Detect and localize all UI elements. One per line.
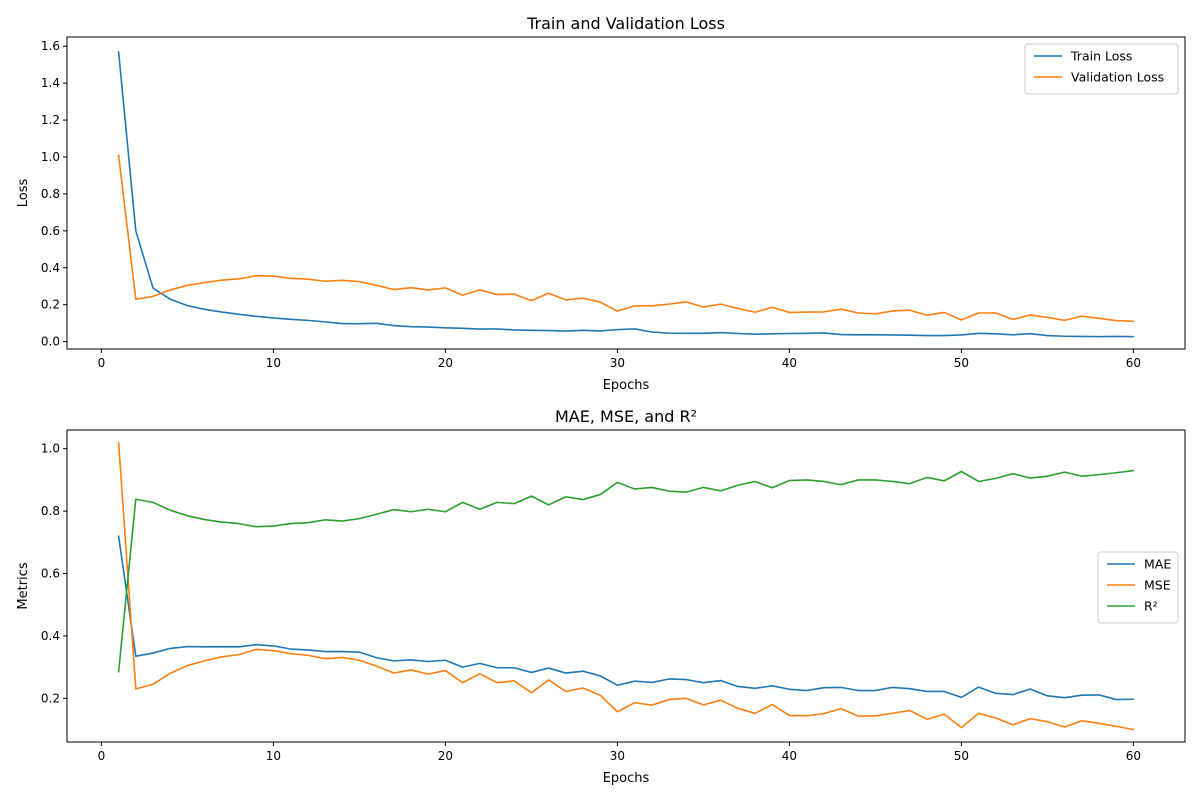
legend: MAE MSE R² bbox=[1097, 551, 1179, 624]
plot-frame bbox=[66, 36, 1186, 350]
y-tick-label: 1.2 bbox=[41, 113, 60, 127]
y-axis-ticks: 0.0 0.2 0.4 0.6 0.8 1.0 1.2 1.4 1.6 bbox=[41, 39, 67, 349]
x-tick-label: 50 bbox=[954, 356, 969, 370]
series-lines bbox=[117, 50, 1135, 338]
x-axis-label: Epochs bbox=[603, 378, 650, 393]
y-axis-label: Metrics bbox=[16, 562, 31, 609]
loss-chart: Train and Validation Loss Epochs Loss 0 1… bbox=[16, 14, 1186, 393]
x-tick-label: 20 bbox=[438, 749, 453, 763]
x-tick-label: 60 bbox=[1126, 749, 1141, 763]
y-axis-label: Loss bbox=[16, 179, 31, 208]
x-tick-label: 30 bbox=[610, 749, 625, 763]
x-axis-ticks: 0 10 20 30 40 50 60 bbox=[98, 349, 1141, 370]
x-tick-label: 60 bbox=[1126, 356, 1141, 370]
y-tick-label: 1.0 bbox=[41, 442, 60, 456]
y-tick-label: 0.8 bbox=[41, 187, 60, 201]
plot-frame bbox=[66, 429, 1186, 743]
x-axis-label: Epochs bbox=[603, 771, 650, 786]
legend: Train Loss Validation Loss bbox=[1024, 43, 1179, 95]
x-tick-label: 0 bbox=[98, 749, 106, 763]
y-tick-label: 0.4 bbox=[41, 629, 60, 643]
y-tick-label: 1.0 bbox=[41, 150, 60, 164]
x-tick-label: 10 bbox=[266, 749, 281, 763]
y-tick-label: 0.2 bbox=[41, 298, 60, 312]
series-line bbox=[117, 154, 1135, 323]
y-tick-label: 1.6 bbox=[41, 39, 60, 53]
y-tick-label: 0.6 bbox=[41, 224, 60, 238]
legend-label: MAE bbox=[1144, 557, 1171, 572]
x-tick-label: 40 bbox=[782, 356, 797, 370]
x-tick-label: 30 bbox=[610, 356, 625, 370]
x-tick-label: 0 bbox=[98, 356, 106, 370]
series-line bbox=[117, 469, 1135, 673]
legend-label: Validation Loss bbox=[1071, 70, 1164, 85]
legend-label: R² bbox=[1144, 599, 1158, 614]
x-tick-label: 10 bbox=[266, 356, 281, 370]
series-line bbox=[117, 535, 1135, 701]
series-lines bbox=[117, 441, 1135, 731]
legend-label: MSE bbox=[1144, 578, 1171, 593]
x-tick-label: 20 bbox=[438, 356, 453, 370]
series-line bbox=[117, 50, 1135, 338]
y-tick-label: 0.2 bbox=[41, 691, 60, 705]
y-axis-ticks: 0.2 0.4 0.6 0.8 1.0 bbox=[41, 442, 67, 705]
chart-title: MAE, MSE, and R² bbox=[555, 407, 697, 426]
y-tick-label: 0.8 bbox=[41, 504, 60, 518]
x-tick-label: 50 bbox=[954, 749, 969, 763]
x-axis-ticks: 0 10 20 30 40 50 60 bbox=[98, 742, 1141, 763]
y-tick-label: 1.4 bbox=[41, 76, 60, 90]
legend-box bbox=[1024, 43, 1179, 95]
y-tick-label: 0.6 bbox=[41, 567, 60, 581]
metrics-chart: MAE, MSE, and R² Epochs Metrics 0 10 20 30 4… bbox=[16, 407, 1186, 786]
series-line bbox=[117, 441, 1135, 731]
y-tick-label: 0.0 bbox=[41, 335, 60, 349]
legend-label: Train Loss bbox=[1070, 49, 1132, 64]
x-tick-label: 40 bbox=[782, 749, 797, 763]
y-tick-label: 0.4 bbox=[41, 261, 60, 275]
chart-title: Train and Validation Loss bbox=[526, 14, 725, 33]
